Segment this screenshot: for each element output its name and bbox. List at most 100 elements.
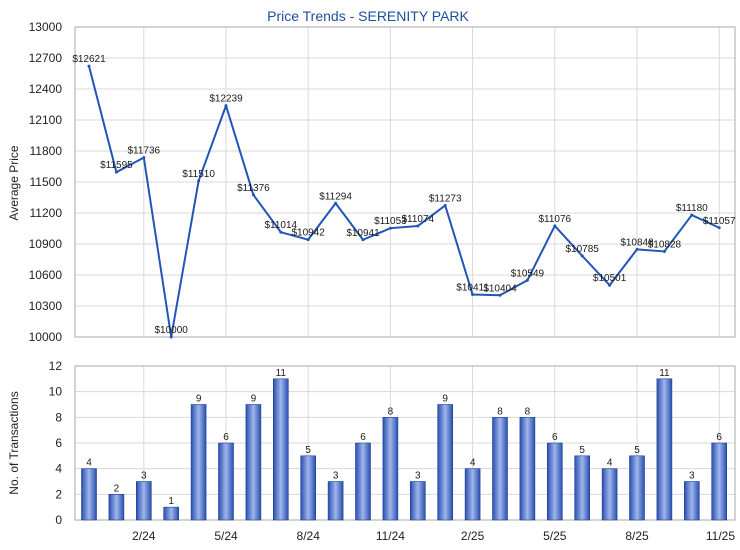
price-data-label: $11076 [538, 214, 571, 225]
transactions-y-tick-label: 4 [55, 462, 62, 476]
price-data-label: $10549 [511, 268, 545, 279]
transactions-data-label: 11 [659, 368, 670, 379]
transactions-bar [163, 506, 179, 521]
x-tick-label: 8/24 [297, 529, 321, 543]
transactions-bar [81, 468, 97, 521]
transactions-data-label: 8 [497, 406, 503, 417]
price-data-label: $11057 [703, 216, 736, 227]
transactions-y-tick-label: 6 [55, 436, 62, 450]
price-gridlines [75, 26, 735, 338]
price-point [690, 213, 694, 217]
price-data-label: $10411 [456, 283, 489, 294]
transactions-data-label: 9 [196, 394, 202, 405]
price-point [553, 224, 557, 228]
transactions-data-label: 3 [141, 471, 147, 482]
transactions-bar [629, 455, 645, 521]
transactions-data-label: 1 [168, 496, 174, 507]
transactions-bar [437, 404, 454, 521]
transactions-data-label: 4 [470, 458, 476, 469]
price-point [251, 193, 255, 197]
transactions-y-tick-label: 12 [49, 359, 63, 373]
transactions-bar [546, 442, 563, 521]
price-point [580, 254, 584, 258]
price-point [662, 249, 666, 253]
price-point [142, 156, 146, 160]
price-data-label: $10501 [593, 273, 627, 284]
price-line-series [88, 65, 720, 338]
price-point [525, 278, 529, 282]
transactions-bar [492, 417, 508, 521]
transactions-data-label: 6 [360, 432, 366, 443]
price-point [635, 247, 639, 251]
x-tick-label: 2/24 [132, 529, 156, 543]
price-data-label: $11180 [676, 203, 708, 214]
price-point [388, 226, 392, 230]
price-point [114, 170, 118, 174]
transactions-data-label: 5 [579, 445, 585, 456]
x-tick-label: 11/24 [376, 529, 405, 543]
transactions-bar [190, 404, 207, 521]
x-axis-ticks: 2/24 5/24 8/24 11/24 2/25 5/25 8/25 11/25 [132, 529, 735, 543]
transactions-data-label: 3 [333, 471, 339, 482]
transactions-data-label: 9 [251, 394, 257, 405]
price-point [416, 224, 420, 228]
price-data-label: $10000 [155, 325, 189, 336]
price-data-label: $11510 [182, 169, 215, 180]
transactions-bar [218, 442, 234, 521]
price-point [471, 293, 475, 297]
transactions-bar [683, 481, 700, 521]
transactions-bar [355, 442, 371, 521]
price-data-label: $11273 [429, 193, 462, 204]
price-data-label: $11376 [237, 183, 270, 194]
transactions-y-ticks: 0 2 4 6 8 10 12 [49, 359, 63, 527]
transactions-data-label: 4 [86, 458, 92, 469]
transactions-data-label: 5 [634, 445, 640, 456]
transactions-bar [272, 378, 289, 521]
price-point [197, 179, 201, 183]
price-point [608, 283, 612, 287]
price-point [498, 293, 502, 297]
transactions-bar [327, 481, 344, 521]
price-point [361, 238, 365, 242]
transactions-y-axis-label: No. of Transactions [7, 391, 21, 494]
transactions-bar [409, 481, 426, 521]
x-tick-label: 2/25 [461, 529, 485, 543]
price-y-ticks: 10000 10300 10600 10900 11200 11500 11800 12100… [29, 20, 63, 344]
price-data-label: $10404 [483, 283, 517, 294]
transactions-y-tick-label: 10 [49, 385, 63, 399]
transactions-data-label: 2 [114, 483, 120, 494]
transactions-bar [519, 417, 536, 521]
transactions-bar [656, 378, 673, 521]
price-y-tick-label: 11500 [30, 175, 63, 189]
transactions-bar [574, 455, 591, 521]
price-data-label: $12621 [72, 54, 106, 65]
price-y-tick-label: 12400 [29, 82, 63, 96]
price-data-label: $10828 [648, 239, 682, 250]
price-y-tick-label: 10000 [29, 330, 63, 344]
price-data-label: $11074 [401, 214, 434, 225]
transactions-bar [382, 417, 399, 521]
transactions-data-label: 5 [305, 445, 311, 456]
price-data-label: $11014 [264, 220, 297, 231]
transactions-bar [245, 404, 262, 521]
transactions-data-label: 4 [607, 458, 613, 469]
price-point [306, 238, 310, 242]
price-point [717, 226, 721, 230]
price-line [88, 65, 720, 338]
x-tick-label: 11/25 [706, 529, 735, 543]
price-point [224, 104, 228, 108]
transactions-data-label: 3 [415, 471, 421, 482]
price-data-label: $11736 [127, 146, 160, 157]
price-y-tick-label: 12100 [29, 113, 63, 127]
price-point [87, 64, 91, 68]
transactions-bar [464, 468, 481, 521]
transactions-data-labels: 4 2 3 1 9 6 9 11 5 3 6 8 3 9 4 8 8 6 5 4 5 11 3 6 [86, 368, 722, 507]
price-data-label: $10942 [292, 228, 326, 239]
price-point [169, 335, 173, 339]
transactions-data-label: 6 [223, 432, 229, 443]
transactions-y-tick-label: 0 [55, 513, 62, 527]
price-data-label: $11053 [374, 216, 407, 227]
transactions-data-label: 8 [388, 406, 394, 417]
transactions-data-label: 3 [689, 471, 695, 482]
